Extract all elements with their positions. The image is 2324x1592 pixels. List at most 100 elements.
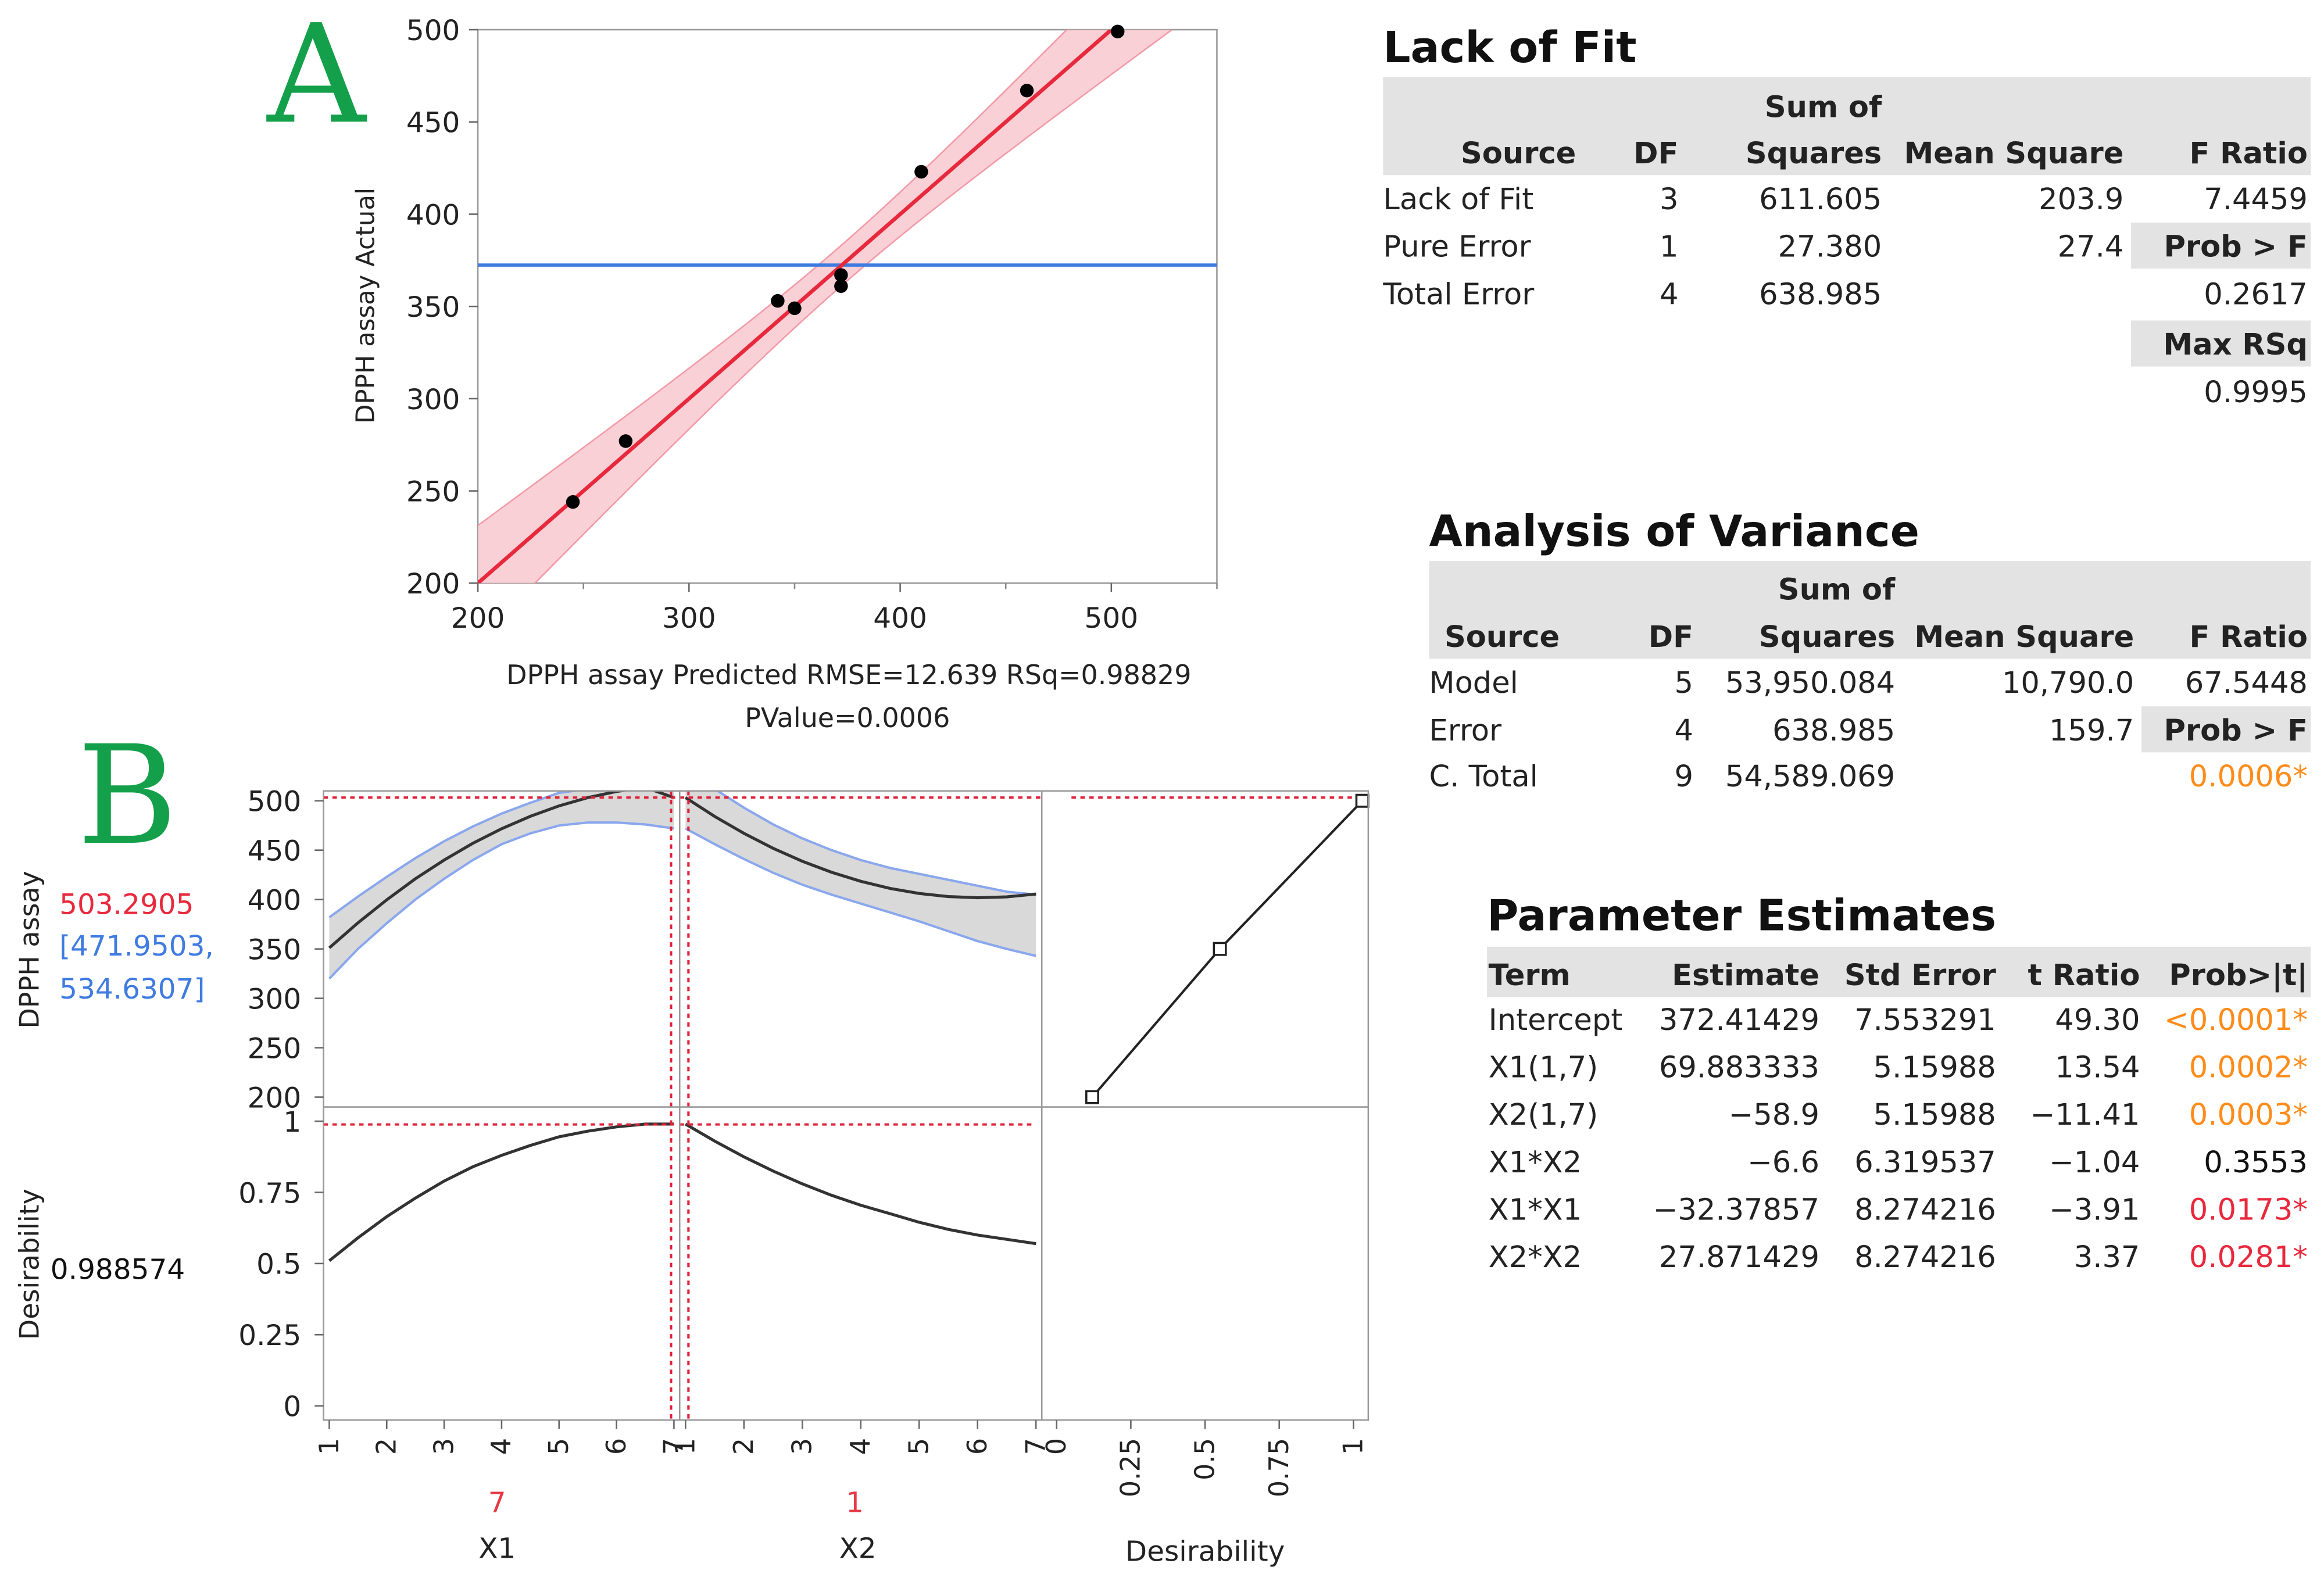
x1-response-cell [323, 790, 680, 980]
anova-header-ss2: Squares [1759, 620, 1895, 654]
est-row-term: X1(1,7) [1489, 1050, 1598, 1085]
x2-desirability-cell [680, 1122, 1036, 1246]
x1-x-tick-label: 1 [313, 1438, 345, 1455]
desirability-y-tick-label: 0.75 [238, 1177, 301, 1210]
desirability-handle[interactable] [1213, 942, 1227, 956]
plot-a-band-lower [534, 30, 1174, 584]
x2-axis-label: X2 [839, 1533, 877, 1565]
response-y-tick-label: 300 [248, 983, 302, 1015]
desirability-handle[interactable] [1355, 793, 1370, 808]
anova-title: Analysis of Variance [1429, 507, 1919, 557]
lof-row-df: 3 [1660, 183, 1678, 217]
desirability-y-tick-label: 0 [283, 1391, 301, 1423]
plot-a-data-point[interactable] [834, 279, 848, 294]
lof-maxrsq-bg [2131, 320, 2311, 367]
x1-setting-value[interactable]: 7 [488, 1487, 506, 1519]
lof-row-source: Pure Error [1383, 230, 1531, 264]
est-header-tratio: t Ratio [2028, 958, 2140, 993]
predicted-vs-actual-plot: 200 300 400 500 200 250 300 350 400 450 500 [406, 15, 1218, 635]
plot-a-data-point[interactable] [834, 268, 848, 282]
est-row-term: X2(1,7) [1489, 1098, 1598, 1132]
lof-maxrsq-label: Max RSq [2163, 328, 2308, 362]
lof-maxrsq-value: 0.9995 [2204, 375, 2308, 410]
lof-probf-label: Prob > F [2164, 230, 2308, 264]
est-header-estimate: Estimate [1672, 958, 1819, 993]
plot-a-data-point[interactable] [914, 164, 928, 179]
plot-a-data-point[interactable] [1020, 84, 1034, 98]
plot-a-y-tick-label: 350 [406, 291, 460, 324]
lof-row-source: Total Error [1382, 277, 1534, 312]
anova-row-ss: 638.985 [1772, 714, 1895, 748]
x1-x-tick-label: 4 [485, 1438, 517, 1455]
x2-x-tick-label: 3 [786, 1438, 818, 1455]
lof-probf-bg [2131, 222, 2311, 269]
anova-row-df: 5 [1674, 666, 1693, 700]
anova-row-ss: 53,950.084 [1725, 666, 1895, 700]
lof-row-ss: 611.605 [1759, 183, 1882, 217]
lof-header-ss2: Squares [1746, 137, 1882, 171]
x1-ci-lower [328, 821, 674, 980]
anova-header-source: Source [1445, 620, 1560, 654]
response-ci-low: [471.9503, [59, 930, 214, 963]
est-row-estimate: 27.871429 [1659, 1240, 1819, 1275]
x1-confidence-band [329, 790, 674, 979]
est-row-stderr: 6.319537 [1854, 1146, 1996, 1180]
lof-row-f: 0.2617 [2204, 277, 2308, 312]
plot-a-x-tick-label: 300 [662, 602, 716, 635]
est-header-stderr: Std Error [1844, 958, 1997, 993]
anova-header-ms: Mean Square [1914, 620, 2134, 654]
x2-x-tick-label: 5 [903, 1438, 935, 1455]
response-y-tick-label: 250 [248, 1032, 302, 1065]
panel-a-letter: A [266, 0, 367, 154]
plot-a-x-axis-label-2: PValue=0.0006 [745, 702, 950, 734]
anova-header-bg [1429, 561, 2311, 659]
plot-a-data-point[interactable] [566, 495, 580, 509]
response-ci-high: 534.6307] [59, 973, 205, 1006]
est-row-tratio: 13.54 [2055, 1050, 2140, 1085]
estimates-header-bg [1487, 946, 2311, 997]
plot-a-data-point[interactable] [618, 434, 633, 448]
est-row-estimate: 372.41429 [1659, 1003, 1819, 1038]
x1-x-tick-label: 7 [658, 1438, 689, 1455]
desirability-handle[interactable] [1085, 1090, 1100, 1104]
lof-row-ms: 27.4 [2058, 230, 2124, 264]
est-row-term: X1*X2 [1489, 1146, 1582, 1180]
response-y-tick-label: 450 [248, 835, 302, 868]
lof-row-f: 7.4459 [2204, 183, 2308, 217]
plot-a-data-point[interactable] [1110, 24, 1125, 38]
desirability-x-tick-label: 0.25 [1115, 1438, 1146, 1497]
profiler-frame [323, 790, 1370, 1421]
x1-x-tick-label: 6 [600, 1438, 632, 1455]
x2-x-tick-label: 7 [1020, 1438, 1051, 1455]
anova-header-df: DF [1649, 620, 1693, 654]
x2-setting-value[interactable]: 1 [846, 1487, 864, 1519]
est-header-prob: Prob>|t| [2169, 958, 2308, 993]
est-row-term: X2*X2 [1489, 1240, 1582, 1275]
plot-a-y-axis-label: DPPH assay Actual [351, 188, 380, 424]
est-row-stderr: 7.553291 [1854, 1003, 1996, 1038]
anova-row-f: 67.5448 [2185, 666, 2308, 700]
est-row-tratio: 3.37 [2074, 1240, 2140, 1275]
plot-a-x-tick-label: 200 [451, 602, 505, 635]
desirability-value: 0.988574 [51, 1254, 185, 1286]
desirability-y-tick-label: 1 [283, 1106, 301, 1139]
desirability-x-tick-label: 1 [1338, 1438, 1369, 1455]
x2-x-tick-label: 4 [845, 1438, 876, 1455]
desirability-axis-label: Desirability [13, 1189, 45, 1340]
desirability-x-tick-label: 0.5 [1189, 1438, 1220, 1480]
x1-x-tick-label: 2 [371, 1438, 402, 1455]
anova-row-f: 0.0006* [2189, 760, 2308, 794]
anova-row-source: C. Total [1429, 760, 1538, 794]
plot-a-x-tick-label: 500 [1085, 602, 1139, 635]
x1-ci-upper [328, 790, 582, 918]
plot-a-y-tick-label: 450 [406, 107, 460, 139]
anova-row-df: 9 [1674, 760, 1693, 794]
desirability-y-tick-label: 0.25 [238, 1319, 301, 1352]
plot-a-data-point[interactable] [788, 301, 802, 316]
est-row-estimate: −6.6 [1747, 1146, 1819, 1180]
plot-a-data-point[interactable] [771, 294, 785, 308]
lof-row-ms: 203.9 [2039, 183, 2123, 217]
est-row-stderr: 5.15988 [1873, 1050, 1996, 1085]
est-row-term: X1*X1 [1489, 1193, 1582, 1228]
